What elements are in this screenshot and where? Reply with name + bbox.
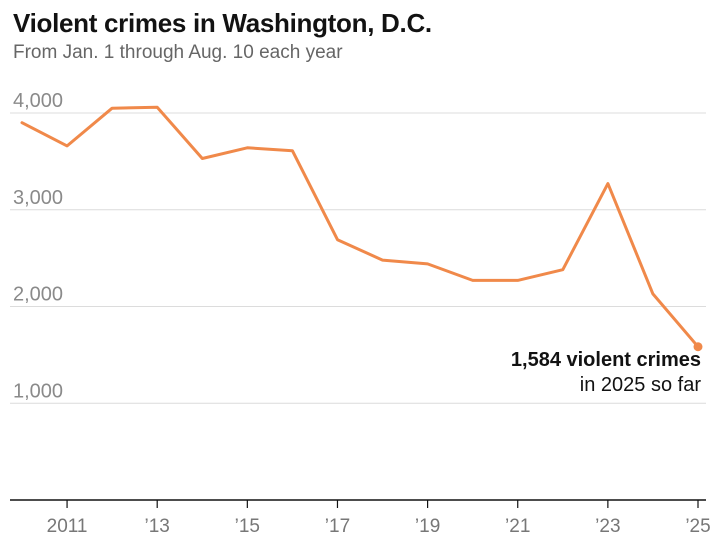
x-tick-label: ’19 xyxy=(415,516,440,537)
y-tick-label: 2,000 xyxy=(13,284,63,306)
y-tick-label: 1,000 xyxy=(13,380,63,402)
x-tick-label: ’21 xyxy=(505,516,530,537)
chart-subtitle: From Jan. 1 through Aug. 10 each year xyxy=(13,42,343,63)
x-tick-label: ’17 xyxy=(325,516,350,537)
series-line xyxy=(20,105,700,349)
gridlines xyxy=(10,112,706,404)
annotation: 1,584 violent crimes in 2025 so far xyxy=(511,349,701,396)
x-tick-label: ’25 xyxy=(685,516,710,537)
y-tick-label: 3,000 xyxy=(13,187,63,209)
x-tick-label: ’13 xyxy=(145,516,170,537)
last-point-marker xyxy=(693,342,703,352)
series-lines xyxy=(20,105,703,352)
annotation-context-label: in 2025 so far xyxy=(580,374,702,396)
x-tick-label: ’15 xyxy=(235,516,260,537)
x-axis: 2011 ’13 ’15 ’17 ’19 ’21 ’23 ’25 xyxy=(10,499,711,537)
annotation-value-label: 1,584 violent crimes xyxy=(511,349,701,371)
y-axis-labels: 1,000 2,000 3,000 4,000 xyxy=(13,90,63,402)
chart-title: Violent crimes in Washington, D.C. xyxy=(13,8,432,38)
y-tick-label: 4,000 xyxy=(13,90,63,112)
x-tick-label: 2011 xyxy=(47,516,88,537)
x-tick-label: ’23 xyxy=(595,516,620,537)
